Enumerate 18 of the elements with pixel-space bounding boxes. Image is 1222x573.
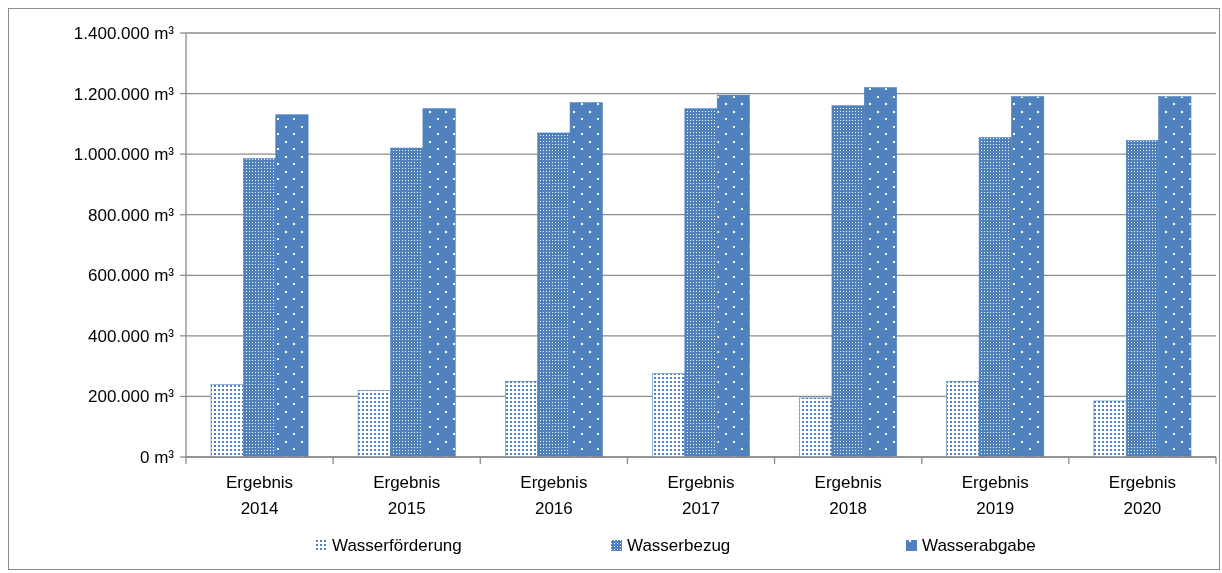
x-tick-label: Ergebnis 2018 [814,473,882,518]
x-tick-label: Ergebnis 2017 [667,473,735,518]
legend-label: Wasserabgabe [922,536,1036,555]
y-tick-label: 1.200.000 m³ [73,84,175,104]
y-tick-label: 600.000 m³ [88,266,175,286]
x-tick-label: Ergebnis 2016 [520,473,588,518]
legend-label: Wasserbezug [627,536,731,555]
x-tick-label: Ergebnis 2020 [1108,473,1176,518]
legend-label: Wasserförderung [332,536,462,555]
y-tick-label: 0 m³ [140,447,175,467]
y-tick-label: 800.000 m³ [88,205,175,225]
x-tick-label: Ergebnis 2014 [226,473,294,518]
y-tick-label: 1.400.000 m³ [73,23,175,43]
x-tick-label: Ergebnis 2019 [961,473,1029,518]
y-tick-label: 200.000 m³ [88,387,175,407]
y-tick-label: 1.000.000 m³ [73,145,175,165]
x-tick-label: Ergebnis 2015 [373,473,441,518]
y-tick-label: 400.000 m³ [88,326,175,346]
